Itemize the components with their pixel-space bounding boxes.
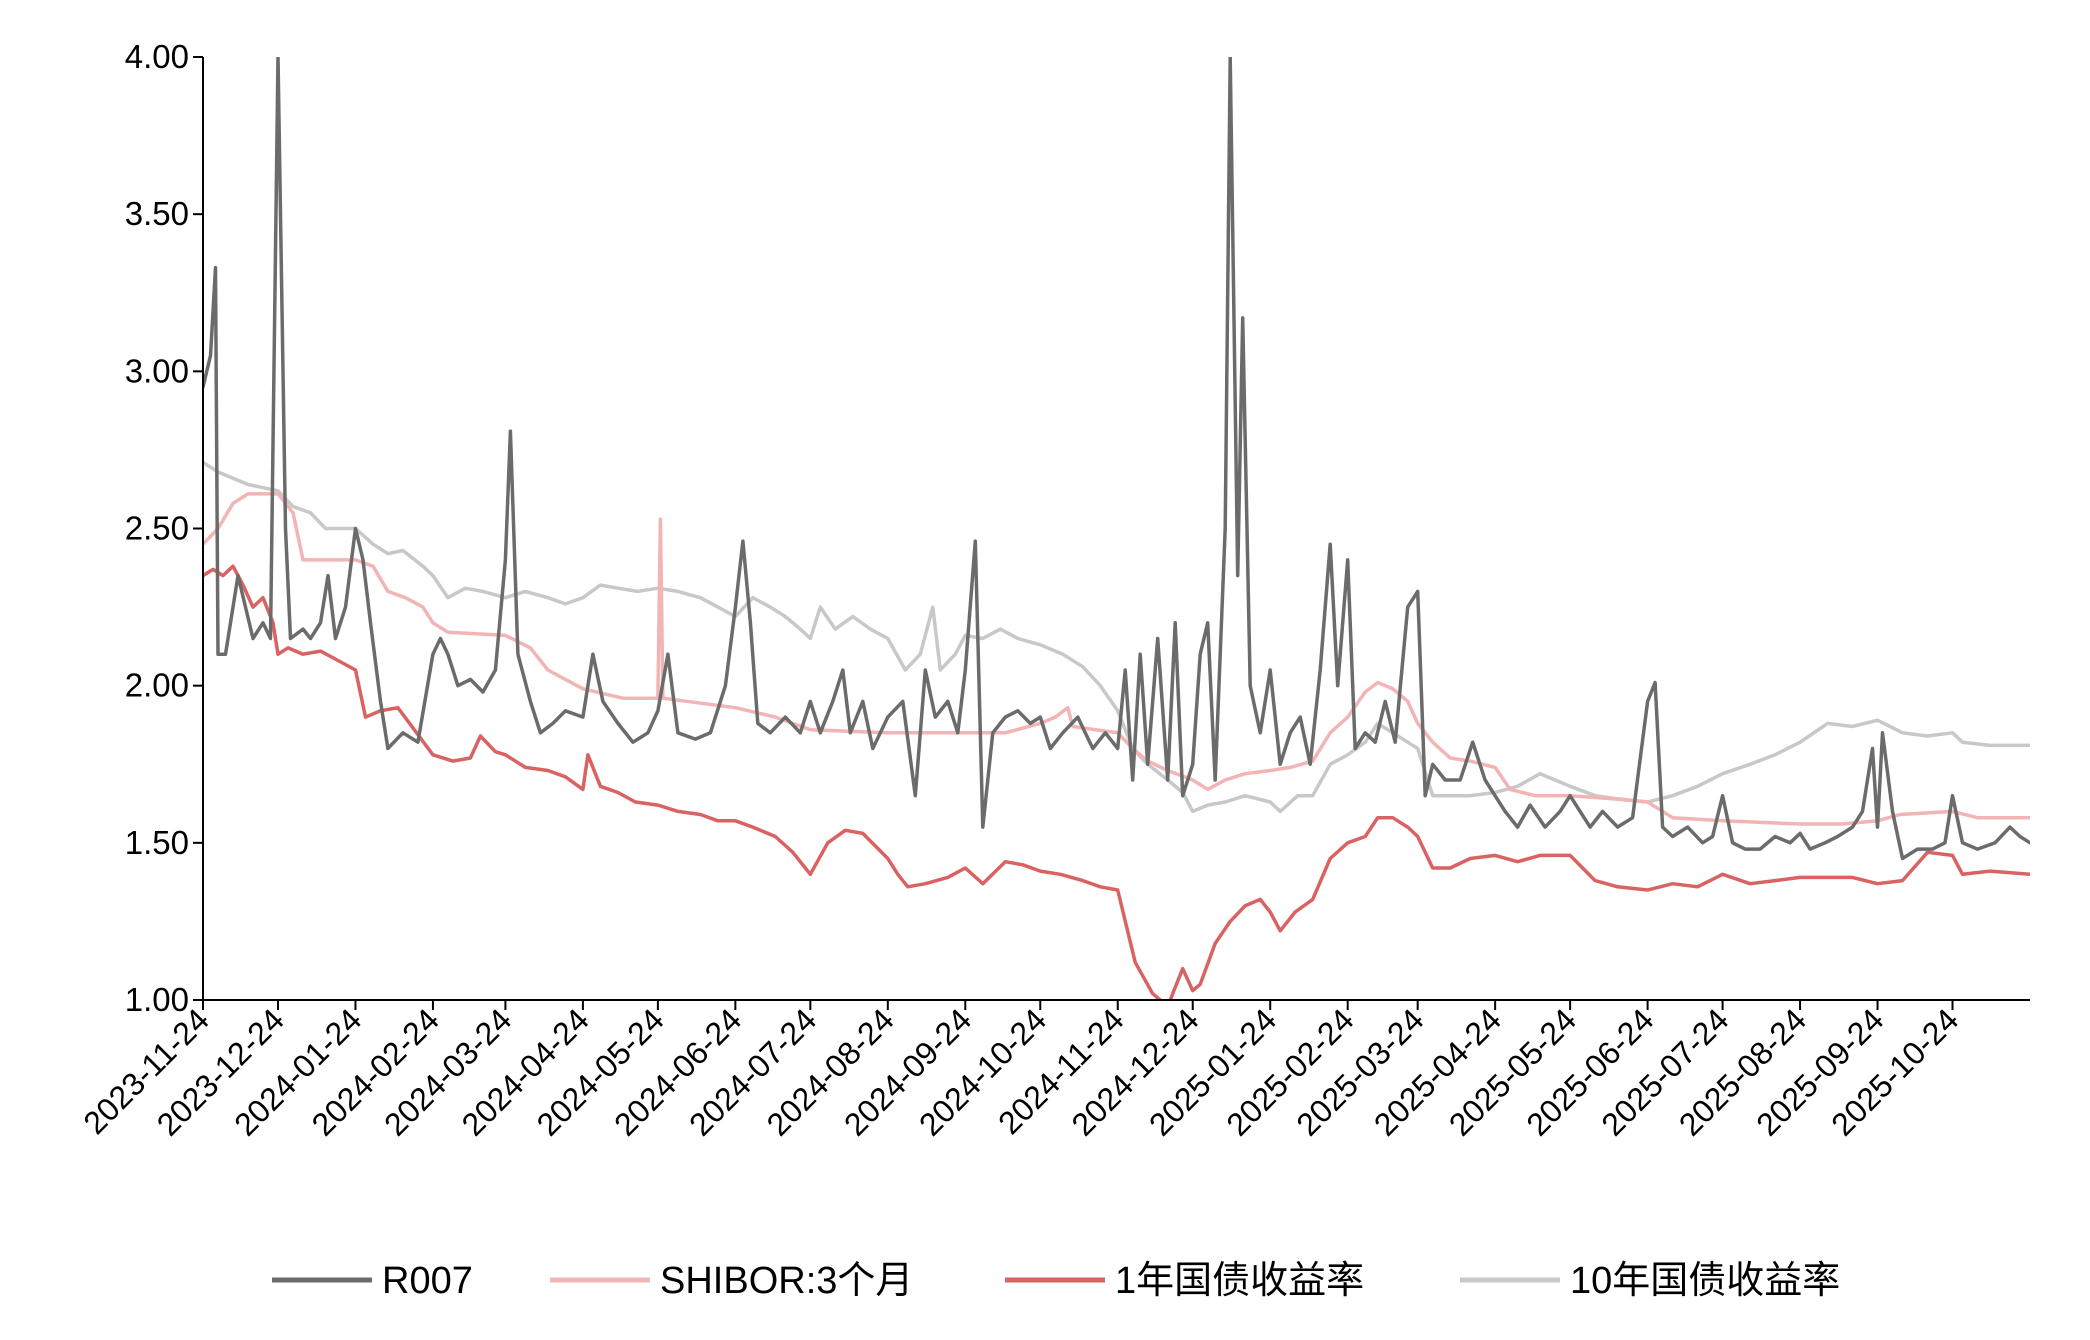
legend: R007 SHIBOR:3个月 1年国债收益率 10年国债收益率 <box>272 1260 1840 1302</box>
series-line <box>203 492 2030 826</box>
y-tick-label: 4.00 <box>125 38 189 75</box>
y-tick-label: 2.50 <box>125 510 189 547</box>
legend-label: 10年国债收益率 <box>1570 1260 1840 1302</box>
x-axis-ticks: 2023-11-242023-12-242024-01-242024-02-24… <box>76 1000 1965 1143</box>
legend-label: SHIBOR:3个月 <box>660 1260 913 1302</box>
y-tick-label: 3.00 <box>125 352 189 389</box>
y-tick-label: 1.00 <box>125 981 189 1018</box>
legend-label: 1年国债收益率 <box>1115 1260 1364 1302</box>
y-tick-label: 3.50 <box>125 195 189 232</box>
y-axis-ticks: 1.00 1.50 2.00 2.50 3.00 3.50 4.00 <box>125 38 203 1018</box>
series-lines <box>203 57 2030 1000</box>
series-line <box>203 57 2030 861</box>
y-tick-label: 1.50 <box>125 824 189 861</box>
y-tick-label: 2.00 <box>125 667 189 704</box>
legend-label: R007 <box>382 1260 473 1302</box>
plot-area: 1.00 1.50 2.00 2.50 3.00 3.50 4.00 2023-11-242… <box>76 38 2030 1143</box>
series-line <box>203 460 2030 814</box>
series-line <box>203 564 2030 1000</box>
